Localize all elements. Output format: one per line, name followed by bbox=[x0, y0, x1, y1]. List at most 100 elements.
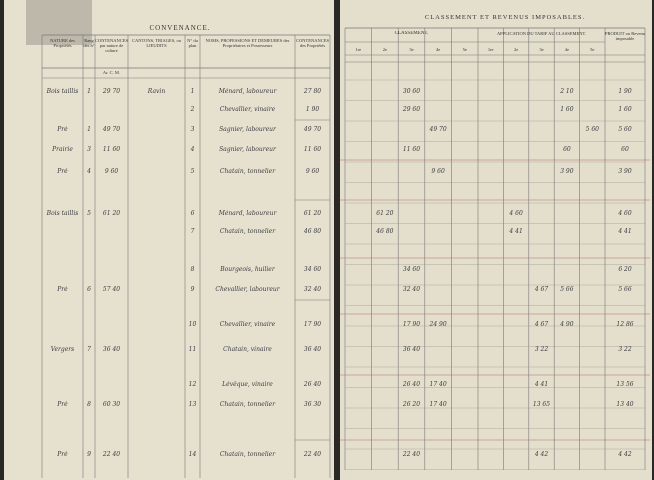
left-cell: Prairie bbox=[52, 146, 73, 153]
left-cell: 8 bbox=[87, 401, 91, 408]
left-page bbox=[4, 0, 334, 480]
left-column-header: CONTENANCES par nature de culture bbox=[95, 38, 128, 53]
left-cell: 10 bbox=[188, 321, 197, 328]
left-column-header: NATURE des Propriétés bbox=[50, 38, 75, 48]
left-cell: 36 30 bbox=[303, 401, 322, 408]
left-cell: Chevallier, laboureur bbox=[215, 286, 280, 293]
right-cell: 13 65 bbox=[532, 401, 551, 408]
right-cell: 24 90 bbox=[429, 321, 447, 328]
right-cell: 36 40 bbox=[402, 346, 421, 353]
right-cell: 5 66 bbox=[560, 286, 574, 293]
group-header: CLASSEMENT. bbox=[394, 31, 429, 36]
right-cell: 34 60 bbox=[402, 266, 421, 273]
left-cell: 22 40 bbox=[102, 451, 121, 458]
left-cell: 4 bbox=[87, 168, 91, 175]
left-cell: 1 bbox=[87, 88, 91, 95]
left-cell: 11 bbox=[188, 346, 197, 353]
right-cell: 4 41 bbox=[509, 228, 523, 235]
right-cell: 5 60 bbox=[585, 126, 599, 133]
left-cell: Chevallier, vinaire bbox=[219, 106, 276, 113]
right-cell: 11 60 bbox=[402, 146, 421, 153]
left-cell: 49 70 bbox=[303, 126, 322, 133]
left-cell: Chatain, tonnelier bbox=[219, 168, 276, 175]
right-cell: 32 40 bbox=[402, 286, 421, 293]
class-header: 3e bbox=[539, 47, 544, 52]
left-cell: 12 bbox=[188, 381, 197, 388]
left-cell: 7 bbox=[190, 228, 195, 235]
left-cell: Pré bbox=[57, 126, 68, 133]
left-cell: Pré bbox=[57, 286, 68, 293]
right-cell: 26 20 bbox=[402, 401, 421, 408]
left-cell: Chatain, vinaire bbox=[223, 346, 272, 353]
left-cell: 5 bbox=[190, 168, 195, 175]
left-cell: 29 70 bbox=[102, 88, 121, 95]
right-cell: 4 41 bbox=[534, 381, 549, 388]
left-cell: 26 40 bbox=[303, 381, 322, 388]
right-cell: 5 66 bbox=[618, 286, 632, 293]
right-cell: 17 90 bbox=[402, 321, 421, 328]
right-cell: 46 80 bbox=[376, 228, 394, 235]
left-cell: Sagnier, laboureur bbox=[219, 146, 276, 153]
right-cell: 30 60 bbox=[402, 88, 421, 95]
right-cell: 22 40 bbox=[402, 451, 421, 458]
left-cell: Chatain, tonnelier bbox=[219, 228, 276, 235]
right-cell: 4 42 bbox=[534, 451, 549, 458]
left-cell: 3 bbox=[190, 126, 195, 133]
right-cell: 4 67 bbox=[534, 321, 549, 328]
left-cell: 8 bbox=[190, 266, 195, 273]
right-cell: 61 20 bbox=[376, 210, 394, 217]
right-cell: 12 86 bbox=[616, 321, 634, 328]
left-cell: 57 40 bbox=[102, 286, 121, 293]
class-header: 5e bbox=[590, 47, 595, 52]
left-cell: Sagnier, laboureur bbox=[219, 126, 276, 133]
left-column-header: Rang des n° bbox=[83, 38, 95, 48]
left-cell: 36 40 bbox=[303, 346, 322, 353]
right-cell: 4 41 bbox=[618, 228, 632, 235]
class-header: 4e bbox=[435, 47, 441, 52]
left-cell: 6 bbox=[87, 286, 91, 293]
left-cell: 14 bbox=[188, 451, 197, 458]
right-cell: 4 42 bbox=[618, 451, 632, 458]
left-cell: Ménard, laboureur bbox=[218, 210, 277, 217]
unit-label: Ar. C. M. bbox=[102, 70, 121, 75]
left-cell: 60 30 bbox=[102, 401, 121, 408]
class-header: 4e bbox=[564, 47, 569, 52]
right-cell: 3 90 bbox=[618, 168, 632, 175]
class-header: 3e bbox=[409, 47, 414, 52]
left-cell: 9 bbox=[87, 451, 91, 458]
right-cell: 5 60 bbox=[618, 126, 632, 133]
right-cell: 13 56 bbox=[616, 381, 634, 388]
class-header: 5e bbox=[462, 47, 467, 52]
left-cell: Bourgeois, huilier bbox=[220, 266, 275, 273]
left-cell: 4 bbox=[190, 146, 195, 153]
group-header: PRODUIT ou Revenu imposable bbox=[605, 31, 645, 41]
left-cell: Chevallier, vinaire bbox=[219, 321, 276, 328]
left-cell: 46 80 bbox=[303, 228, 322, 235]
left-cell: Pré bbox=[57, 401, 68, 408]
class-header: 2e bbox=[382, 47, 388, 52]
right-cell: 1 60 bbox=[618, 106, 632, 113]
left-cell: 61 20 bbox=[102, 210, 121, 217]
group-header: APPLICATION DU TARIF AU CLASSEMENT. bbox=[496, 31, 587, 36]
left-cell: 1 bbox=[87, 126, 91, 133]
left-cell: 11 60 bbox=[102, 146, 121, 153]
left-cell: 34 60 bbox=[303, 266, 322, 273]
left-cell: Pré bbox=[57, 168, 68, 175]
right-cell: 3 90 bbox=[560, 168, 574, 175]
left-cell: Vergers bbox=[50, 346, 75, 353]
left-cell: 3 bbox=[87, 146, 91, 153]
left-cell: 6 bbox=[190, 210, 195, 217]
left-cell: 9 bbox=[190, 286, 195, 293]
left-column-header: N° du plan bbox=[187, 38, 198, 48]
right-cell: 60 bbox=[621, 146, 629, 153]
left-cell: 27 80 bbox=[303, 88, 322, 95]
class-header: 2e bbox=[513, 47, 519, 52]
left-cell: Chatain, tonnelier bbox=[219, 451, 276, 458]
left-cell: 2 bbox=[190, 106, 195, 113]
left-cell: Ravin bbox=[147, 88, 166, 95]
left-cell: 32 40 bbox=[303, 286, 322, 293]
left-cell: 9 60 bbox=[305, 168, 320, 175]
right-cell: 49 70 bbox=[429, 126, 447, 133]
right-cell: 1 90 bbox=[618, 88, 632, 95]
